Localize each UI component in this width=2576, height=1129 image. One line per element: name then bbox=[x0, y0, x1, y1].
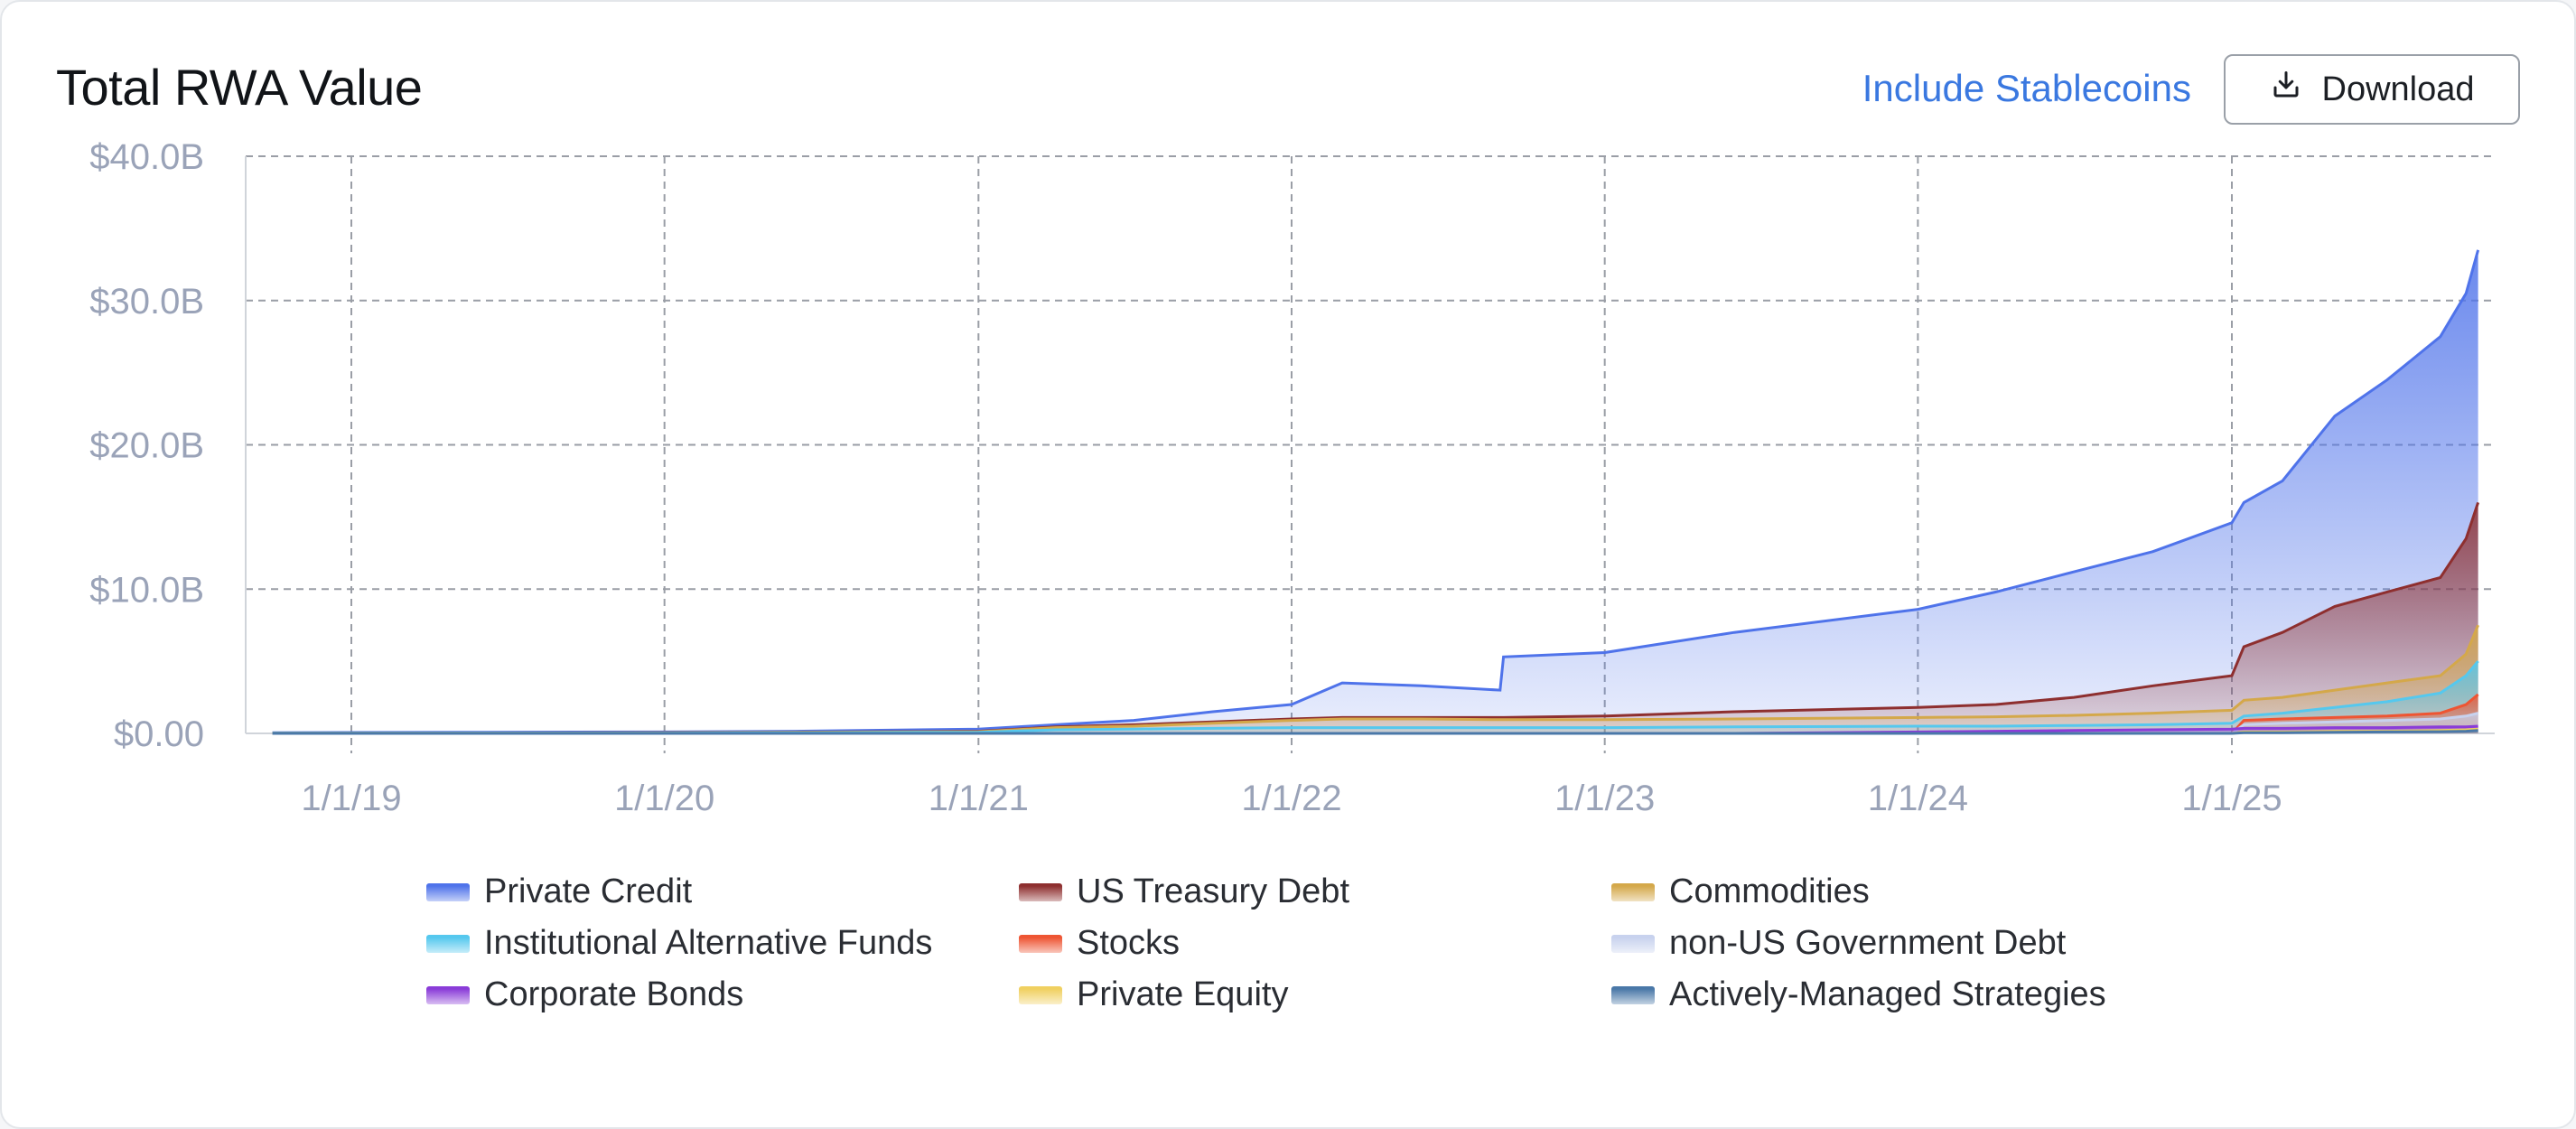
legend-label: Institutional Alternative Funds bbox=[484, 924, 933, 962]
legend-swatch bbox=[426, 934, 470, 953]
area-private-credit bbox=[272, 249, 2478, 733]
legend-item[interactable]: Private Equity bbox=[1019, 975, 1611, 1015]
legend-item[interactable]: US Treasury Debt bbox=[1019, 872, 1611, 912]
x-tick-label: 1/1/19 bbox=[301, 779, 401, 818]
legend-item[interactable]: Corporate Bonds bbox=[426, 975, 1019, 1015]
chart-legend: Private Credit US Treasury Debt Commoditie… bbox=[426, 872, 2323, 1015]
legend-item[interactable]: Actively-Managed Strategies bbox=[1611, 975, 2244, 1015]
legend-label: Private Credit bbox=[484, 872, 693, 910]
download-icon bbox=[2270, 69, 2302, 110]
legend-label: Corporate Bonds bbox=[484, 975, 744, 1013]
y-tick-label: $20.0B bbox=[89, 426, 204, 466]
y-tick-label: $40.0B bbox=[89, 137, 204, 177]
stacked-area-chart: $0.00 $10.0B $20.0B $30.0B $40.0B 1/1/19 1/1/2… bbox=[89, 137, 2495, 818]
page-title: Total RWA Value bbox=[56, 59, 423, 116]
legend-swatch bbox=[1611, 882, 1655, 901]
legend-swatch bbox=[1019, 882, 1062, 901]
legend-swatch bbox=[426, 882, 470, 901]
legend-item[interactable]: Private Credit bbox=[426, 872, 1019, 912]
y-tick-label: $0.00 bbox=[114, 714, 204, 754]
x-tick-label: 1/1/25 bbox=[2181, 779, 2282, 818]
x-tick-label: 1/1/21 bbox=[929, 779, 1029, 818]
download-label: Download bbox=[2321, 70, 2475, 108]
x-tick-label: 1/1/22 bbox=[1241, 779, 1341, 818]
legend-item[interactable]: Institutional Alternative Funds bbox=[426, 923, 1019, 964]
legend-label: Stocks bbox=[1077, 924, 1181, 962]
legend-item[interactable]: Commodities bbox=[1611, 872, 2244, 912]
legend-label: Private Equity bbox=[1077, 975, 1289, 1013]
legend-item[interactable]: non-US Government Debt bbox=[1611, 923, 2244, 964]
x-tick-label: 1/1/20 bbox=[614, 779, 714, 818]
legend-swatch bbox=[1611, 934, 1655, 953]
line-institutional-alternative-funds bbox=[272, 660, 2479, 735]
line-actively-managed-strategies bbox=[272, 729, 2478, 735]
legend-item[interactable]: Stocks bbox=[1019, 923, 1611, 964]
y-tick-label: $10.0B bbox=[89, 570, 204, 610]
x-tick-label: 1/1/23 bbox=[1554, 779, 1655, 818]
legend-label: Commodities bbox=[1669, 872, 1870, 910]
include-stablecoins-toggle[interactable]: Include Stablecoins bbox=[1862, 67, 2191, 109]
legend-swatch bbox=[426, 985, 470, 1004]
legend-swatch bbox=[1019, 934, 1062, 953]
y-tick-label: $30.0B bbox=[89, 282, 204, 322]
download-button[interactable]: Download bbox=[2224, 54, 2520, 125]
legend-swatch bbox=[1019, 985, 1062, 1004]
legend-label: non-US Government Debt bbox=[1669, 924, 2067, 962]
legend-label: US Treasury Debt bbox=[1077, 872, 1349, 910]
legend-swatch bbox=[1611, 985, 1655, 1004]
line-private-credit bbox=[272, 249, 2480, 734]
legend-label: Actively-Managed Strategies bbox=[1669, 975, 2106, 1013]
x-tick-label: 1/1/24 bbox=[1868, 779, 1968, 818]
